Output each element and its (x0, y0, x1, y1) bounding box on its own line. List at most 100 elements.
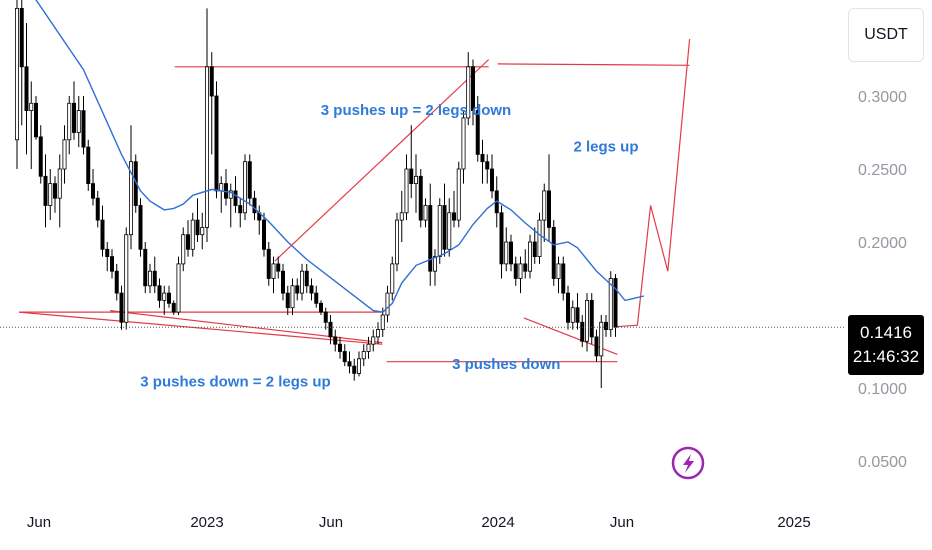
candle (394, 212, 399, 272)
candle (138, 198, 143, 257)
candle (385, 285, 390, 323)
price-tick-label: 0.3000 (858, 89, 907, 106)
candle (489, 154, 494, 199)
lightning-bolt-icon (683, 454, 694, 473)
candle (261, 212, 266, 257)
candle (585, 293, 590, 352)
candle (166, 285, 171, 308)
price-axis: 0.3000 0.2500 0.2000 0.1000 0.0500 (858, 89, 907, 471)
candle (119, 285, 124, 330)
candle (375, 322, 380, 345)
candle (575, 293, 580, 330)
currency-selector[interactable]: USDT (848, 8, 924, 62)
currency-label: USDT (864, 26, 908, 43)
candle (328, 315, 333, 345)
candle (29, 81, 34, 169)
candle (499, 205, 504, 279)
candle (14, 0, 19, 169)
candle (475, 96, 480, 162)
candle (580, 315, 585, 348)
annotation-label[interactable]: 3 pushes down (452, 356, 560, 373)
candle (62, 125, 67, 184)
price-tick-label: 0.2000 (858, 235, 907, 252)
projection-target-line[interactable] (497, 63, 690, 66)
moving-average (35, 0, 645, 313)
candle (551, 220, 556, 286)
date-tick-label: 2024 (481, 514, 514, 531)
candle (532, 227, 537, 264)
annotations: 3 pushes up = 2 legs down 2 legs up 3 push… (140, 102, 638, 391)
candle (195, 198, 200, 242)
annotation-label[interactable]: 3 pushes down = 2 legs up (140, 374, 330, 391)
candle (566, 285, 571, 330)
candle (537, 212, 542, 264)
left-falling-lows-line[interactable] (18, 311, 383, 345)
time-axis: Jun 2023 Jun 2024 Jun 2025 (27, 514, 811, 531)
last-price-value: 0.1416 (860, 323, 912, 342)
lightning-bolt-icon-ring (671, 446, 705, 480)
candle (247, 154, 252, 206)
candle (608, 271, 613, 337)
candle (24, 23, 29, 155)
moving-average-line (35, 0, 645, 313)
candle (57, 154, 62, 228)
date-tick-label: 2023 (190, 514, 223, 531)
candle (461, 110, 466, 184)
candle (76, 96, 81, 148)
candle (81, 96, 86, 155)
candle (285, 285, 290, 315)
candle (147, 263, 152, 294)
candle (185, 220, 190, 257)
candle (271, 256, 276, 294)
candle (171, 300, 176, 315)
candle (204, 8, 209, 242)
candle (290, 278, 295, 315)
candle (594, 329, 599, 362)
candle (209, 52, 214, 155)
candle (214, 81, 219, 199)
candle (309, 278, 314, 301)
candle (67, 96, 72, 155)
bar-countdown: 21:46:32 (852, 347, 920, 366)
candle (86, 139, 91, 191)
candle (547, 154, 552, 242)
candle (95, 190, 100, 228)
price-tick-label: 0.0500 (858, 454, 907, 471)
candle (257, 205, 262, 235)
candle (456, 161, 461, 228)
annotation-label[interactable]: 2 legs up (573, 138, 638, 155)
candle (299, 263, 304, 301)
candle (242, 154, 247, 221)
candle (352, 358, 357, 381)
candle (176, 256, 181, 315)
rising-highs-line[interactable] (274, 59, 490, 262)
candle (599, 315, 604, 388)
candle (589, 293, 594, 345)
right-falling-lows-line[interactable] (523, 317, 618, 355)
candle (504, 227, 509, 272)
candle (556, 256, 561, 294)
candle (542, 183, 547, 242)
date-tick-label: 2025 (777, 514, 810, 531)
candle (418, 169, 423, 228)
candle (409, 125, 414, 199)
flash-button[interactable] (671, 446, 705, 480)
candle (466, 52, 471, 126)
projection-line[interactable] (615, 39, 691, 328)
candle (451, 190, 456, 228)
candle (323, 307, 328, 330)
candle (266, 242, 271, 286)
candle (366, 336, 371, 359)
candle (404, 154, 409, 221)
left-second-low-line[interactable] (110, 310, 383, 344)
candle (399, 190, 404, 242)
last-price-tag: 0.1416 21:46:32 (848, 315, 924, 375)
candle (43, 154, 48, 228)
candle (371, 329, 376, 352)
candle (276, 256, 281, 279)
candle (356, 351, 361, 377)
annotation-label[interactable]: 3 pushes up = 2 legs down (321, 102, 511, 119)
candle (437, 198, 442, 264)
candle (318, 300, 323, 315)
